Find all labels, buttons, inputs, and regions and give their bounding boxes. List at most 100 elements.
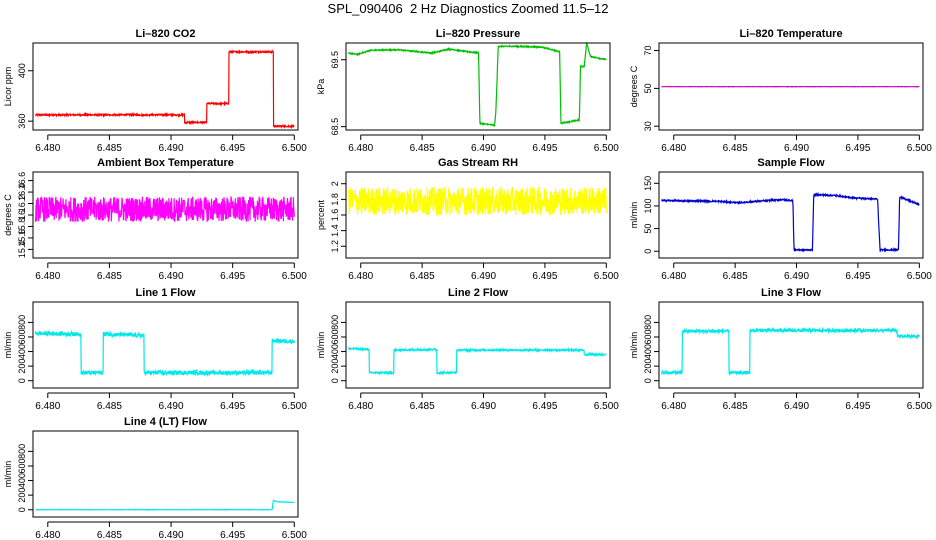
y-tick-label: 800 <box>643 315 653 330</box>
plot-frame <box>658 301 924 389</box>
y-tick-label: 0 <box>330 378 340 383</box>
x-tick-label: 6.490 <box>784 401 809 412</box>
y-tick-label: 0 <box>643 249 653 254</box>
plot-frame <box>345 171 611 259</box>
y-tick-label: 400 <box>17 63 27 78</box>
chart-panel: Ambient Box Temperature degrees C 6.480 6.4… <box>3 157 307 282</box>
x-tick-label: 6.480 <box>348 271 373 282</box>
chart-title: Line 1 Flow <box>136 287 196 299</box>
chart-title: Line 2 Flow <box>448 287 508 299</box>
y-axis-label: ml/min <box>3 332 13 359</box>
y-tick-label: 200 <box>643 359 653 374</box>
data-series-line <box>34 329 295 378</box>
x-tick-label: 6.480 <box>348 143 373 154</box>
chart-title: Li–820 Pressure <box>436 28 520 40</box>
y-axis-label: percent <box>316 199 326 230</box>
x-tick-label: 6.495 <box>220 530 245 540</box>
x-tick-label: 6.500 <box>907 143 932 154</box>
x-tick-label: 6.500 <box>282 271 307 282</box>
chart-panel: Gas Stream RH percent 6.480 6.485 6.490 6.495… <box>316 157 619 282</box>
chart-panel: Line 4 (LT) Flow ml/min 6.480 6.485 6.490 6.4… <box>3 416 307 540</box>
plot-frame <box>345 301 611 389</box>
chart-panel: Line 1 Flow ml/min 6.480 6.485 6.490 6.495 6.5… <box>3 287 307 412</box>
y-tick-label: 16.6 <box>17 172 27 190</box>
x-tick-label: 6.495 <box>532 401 557 412</box>
x-tick-label: 6.490 <box>471 401 496 412</box>
chart-title: Sample Flow <box>757 157 825 169</box>
x-tick-label: 6.490 <box>159 143 184 154</box>
plot-frame <box>32 171 299 259</box>
data-series-line <box>34 49 295 130</box>
x-tick-label: 6.490 <box>159 271 184 282</box>
x-tick-label: 6.485 <box>97 401 122 412</box>
page-title: SPL_090406 2 Hz Diagnostics Zoomed 11.5–… <box>327 1 609 16</box>
x-tick-label: 6.480 <box>661 271 686 282</box>
y-tick-label: 200 <box>17 359 27 374</box>
y-tick-label: 800 <box>17 315 27 330</box>
y-tick-label: 16.4 <box>17 183 27 201</box>
y-tick-label: 0 <box>17 507 27 512</box>
y-axis-label: degrees C <box>629 65 639 107</box>
x-tick-label: 6.490 <box>471 143 496 154</box>
y-axis-label: ml/min <box>629 202 639 229</box>
x-tick-label: 6.480 <box>35 143 60 154</box>
data-series-line <box>660 326 920 377</box>
y-tick-label: 0 <box>643 378 653 383</box>
y-tick-label: 200 <box>330 359 340 374</box>
data-series-line <box>347 186 607 217</box>
y-axis-label: ml/min <box>3 461 13 488</box>
x-tick-label: 6.500 <box>907 401 932 412</box>
x-tick-label: 6.500 <box>907 271 932 282</box>
x-tick-label: 6.495 <box>845 143 870 154</box>
x-tick-label: 6.495 <box>220 401 245 412</box>
plot-frame <box>658 42 924 131</box>
y-tick-label: 0 <box>17 378 27 383</box>
y-tick-label: 1.4 <box>330 224 340 237</box>
y-axis-label: degrees C <box>3 194 13 236</box>
y-tick-label: 100 <box>643 198 653 213</box>
chart-panel: Li–820 Pressure kPa 6.480 6.485 6.490 6.495 6.… <box>316 28 619 154</box>
data-series-line <box>661 191 920 253</box>
chart-title: Line 3 Flow <box>761 287 821 299</box>
x-tick-label: 6.480 <box>35 401 60 412</box>
y-tick-label: 1.8 <box>330 193 340 206</box>
x-tick-label: 6.485 <box>97 143 122 154</box>
x-tick-label: 6.485 <box>97 271 122 282</box>
y-tick-label: 600 <box>17 329 27 344</box>
y-tick-label: 68.5 <box>330 118 340 136</box>
x-tick-label: 6.490 <box>784 271 809 282</box>
y-tick-label: 15.6 <box>17 229 27 247</box>
data-series-line <box>34 195 295 223</box>
x-tick-label: 6.500 <box>594 143 619 154</box>
y-tick-label: 15.4 <box>17 241 27 259</box>
y-axis-label: kPa <box>316 79 326 95</box>
plot-frame <box>658 171 924 259</box>
y-axis-label: ml/min <box>629 332 639 359</box>
x-tick-label: 6.490 <box>159 401 184 412</box>
x-tick-label: 6.490 <box>159 530 184 540</box>
x-tick-label: 6.490 <box>784 143 809 154</box>
y-tick-label: 600 <box>330 329 340 344</box>
chart-panel: Li–820 Temperature degrees C 6.480 6.485 6.4… <box>629 28 932 154</box>
x-tick-label: 6.495 <box>220 271 245 282</box>
x-tick-label: 6.495 <box>532 143 557 154</box>
data-series-line <box>347 41 607 128</box>
chart-title: Ambient Box Temperature <box>97 157 234 169</box>
y-axis-label: Licor ppm <box>3 67 13 107</box>
y-tick-label: 30 <box>643 121 653 131</box>
x-tick-label: 6.500 <box>282 530 307 540</box>
chart-title: Li–820 Temperature <box>739 28 842 40</box>
x-tick-label: 6.485 <box>410 271 435 282</box>
x-tick-label: 6.485 <box>723 143 748 154</box>
y-axis-label: ml/min <box>316 332 326 359</box>
y-tick-label: 69.5 <box>330 51 340 69</box>
y-tick-label: 800 <box>17 444 27 459</box>
x-tick-label: 6.480 <box>348 401 373 412</box>
x-tick-label: 6.485 <box>723 271 748 282</box>
x-tick-label: 6.480 <box>661 401 686 412</box>
y-tick-label: 50 <box>643 224 653 234</box>
x-tick-label: 6.495 <box>532 271 557 282</box>
x-tick-label: 6.485 <box>723 401 748 412</box>
y-tick-label: 50 <box>643 83 653 93</box>
chart-title: Gas Stream RH <box>438 157 518 169</box>
